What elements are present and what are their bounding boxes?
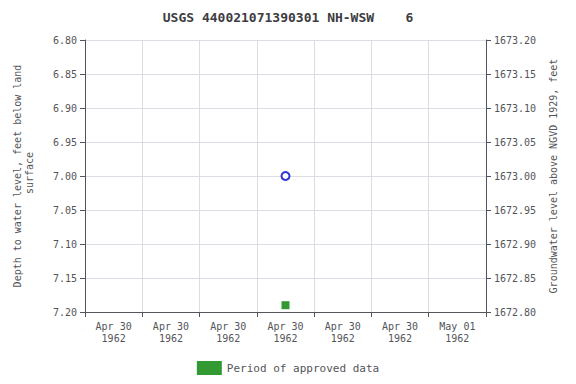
svg-text:1672.80: 1672.80 [494,307,536,318]
svg-text:1962: 1962 [273,333,297,344]
svg-text:6.90: 6.90 [53,103,77,114]
svg-text:7.20: 7.20 [53,307,77,318]
svg-text:1962: 1962 [216,333,240,344]
svg-text:May 01: May 01 [439,321,475,332]
svg-text:1673.05: 1673.05 [494,137,536,148]
svg-text:surface: surface [24,152,35,200]
svg-text:7.05: 7.05 [53,205,77,216]
svg-text:Apr 30: Apr 30 [267,321,303,332]
svg-text:Groundwater level above NGVD 1: Groundwater level above NGVD 1929, feet [548,59,559,294]
svg-text:USGS 440021071390301 NH-WSW: USGS 440021071390301 NH-WSW 6 [163,10,414,25]
svg-text:1672.95: 1672.95 [494,205,536,216]
svg-text:1962: 1962 [388,333,412,344]
svg-text:Depth to water level, feet bel: Depth to water level, feet below land [12,65,23,288]
svg-text:7.10: 7.10 [53,239,77,250]
svg-text:1962: 1962 [445,333,469,344]
svg-text:Period of approved data: Period of approved data [227,362,379,375]
svg-text:1962: 1962 [331,333,355,344]
svg-text:Apr 30: Apr 30 [96,321,132,332]
svg-text:6.85: 6.85 [53,69,77,80]
svg-text:1673.10: 1673.10 [494,103,536,114]
svg-text:1673.15: 1673.15 [494,69,536,80]
svg-text:7.00: 7.00 [53,171,77,182]
svg-text:1962: 1962 [159,333,183,344]
svg-text:1672.90: 1672.90 [494,239,536,250]
svg-text:1673.00: 1673.00 [494,171,536,182]
svg-text:6.80: 6.80 [53,35,77,46]
svg-text:1672.85: 1672.85 [494,273,536,284]
svg-text:7.15: 7.15 [53,273,77,284]
svg-text:Apr 30: Apr 30 [382,321,418,332]
svg-text:1673.20: 1673.20 [494,35,536,46]
svg-text:1962: 1962 [102,333,126,344]
svg-text:6.95: 6.95 [53,137,77,148]
svg-text:Apr 30: Apr 30 [325,321,361,332]
svg-text:Apr 30: Apr 30 [153,321,189,332]
svg-text:Apr 30: Apr 30 [210,321,246,332]
